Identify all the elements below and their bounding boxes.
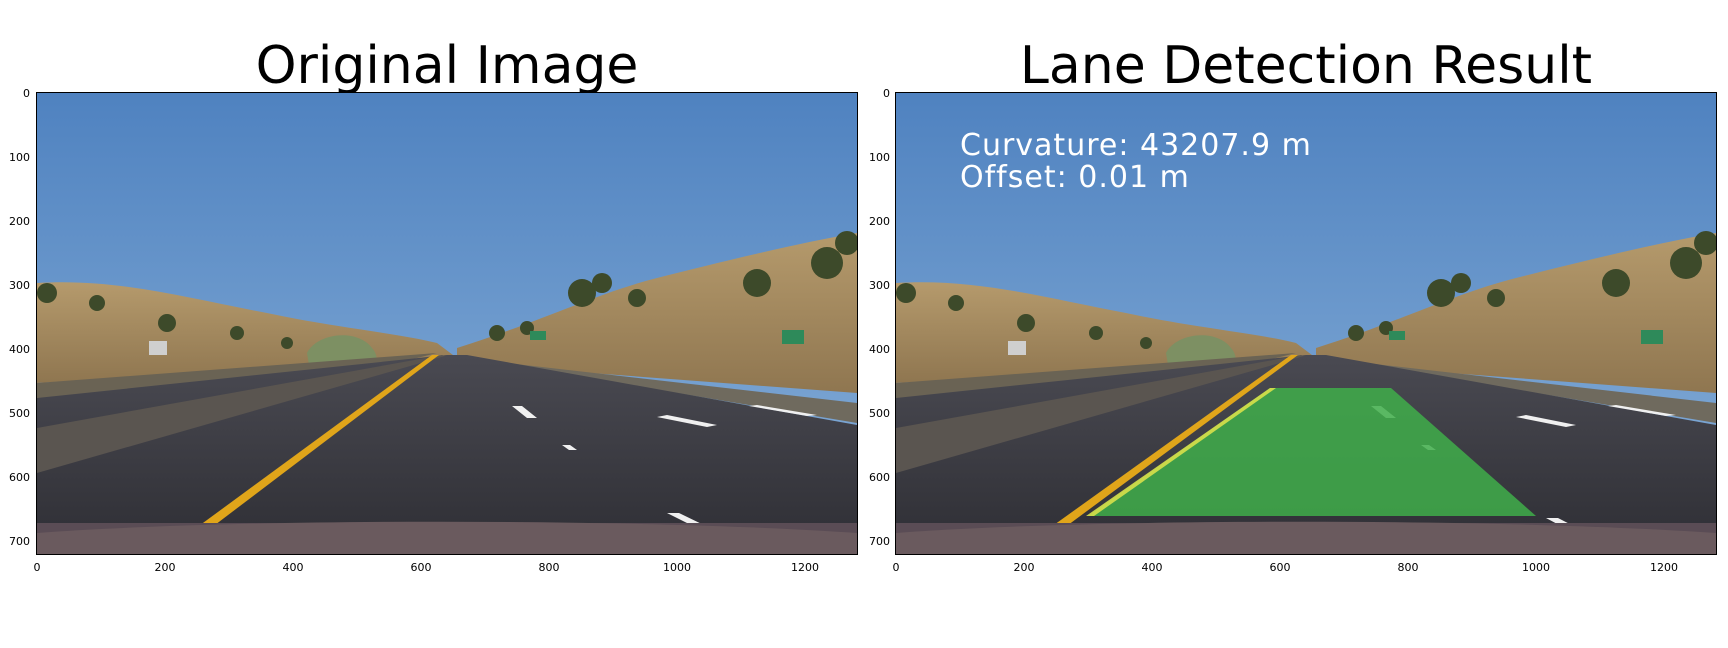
- y-tick-label: 0: [23, 87, 30, 100]
- y-tick-label: 400: [869, 343, 890, 356]
- x-tick-label: 200: [1013, 561, 1035, 574]
- y-tick-label: 600: [869, 471, 890, 484]
- x-tick-label: 1000: [663, 561, 691, 574]
- road-scene-image: [896, 93, 1716, 554]
- road-scene-image: [37, 93, 857, 554]
- x-tick-label: 400: [1141, 561, 1163, 574]
- x-tick-label: 0: [33, 561, 41, 574]
- y-tick-label: 200: [9, 215, 30, 228]
- y-tick-label: 700: [9, 535, 30, 548]
- x-tick-label: 200: [154, 561, 176, 574]
- x-tick-label: 1200: [791, 561, 819, 574]
- x-tick-label: 600: [1269, 561, 1291, 574]
- y-tick-label: 100: [869, 151, 890, 164]
- x-tick-label: 600: [410, 561, 432, 574]
- curvature-readout: Curvature: 43207.9 m: [960, 128, 1312, 163]
- y-tick-label: 700: [869, 535, 890, 548]
- x-tick-label: 800: [1397, 561, 1419, 574]
- x-tick-label: 1000: [1522, 561, 1550, 574]
- lane-detection-image: Curvature: 43207.9 m Offset: 0.01 m: [895, 92, 1717, 555]
- y-tick-label: 500: [9, 407, 30, 420]
- y-tick-label: 200: [869, 215, 890, 228]
- x-tick-label: 400: [282, 561, 304, 574]
- x-tick-label: 800: [538, 561, 560, 574]
- y-tick-label: 400: [9, 343, 30, 356]
- x-tick-label: 0: [892, 561, 900, 574]
- y-tick-label: 600: [9, 471, 30, 484]
- y-tick-label: 500: [869, 407, 890, 420]
- offset-readout: Offset: 0.01 m: [960, 160, 1190, 195]
- original-image-panel: Original Image: [9, 36, 858, 574]
- lane-detection-panel: Lane Detection Result: [864, 0, 1728, 648]
- panel-title: Original Image: [255, 36, 639, 96]
- y-tick-label: 100: [9, 151, 30, 164]
- x-tick-label: 1200: [1650, 561, 1678, 574]
- panel-title: Lane Detection Result: [1019, 36, 1593, 96]
- y-tick-label: 300: [869, 279, 890, 292]
- original-image: [36, 92, 858, 555]
- y-tick-label: 0: [883, 87, 890, 100]
- lane-area-overlay: [1088, 388, 1536, 516]
- y-tick-label: 300: [9, 279, 30, 292]
